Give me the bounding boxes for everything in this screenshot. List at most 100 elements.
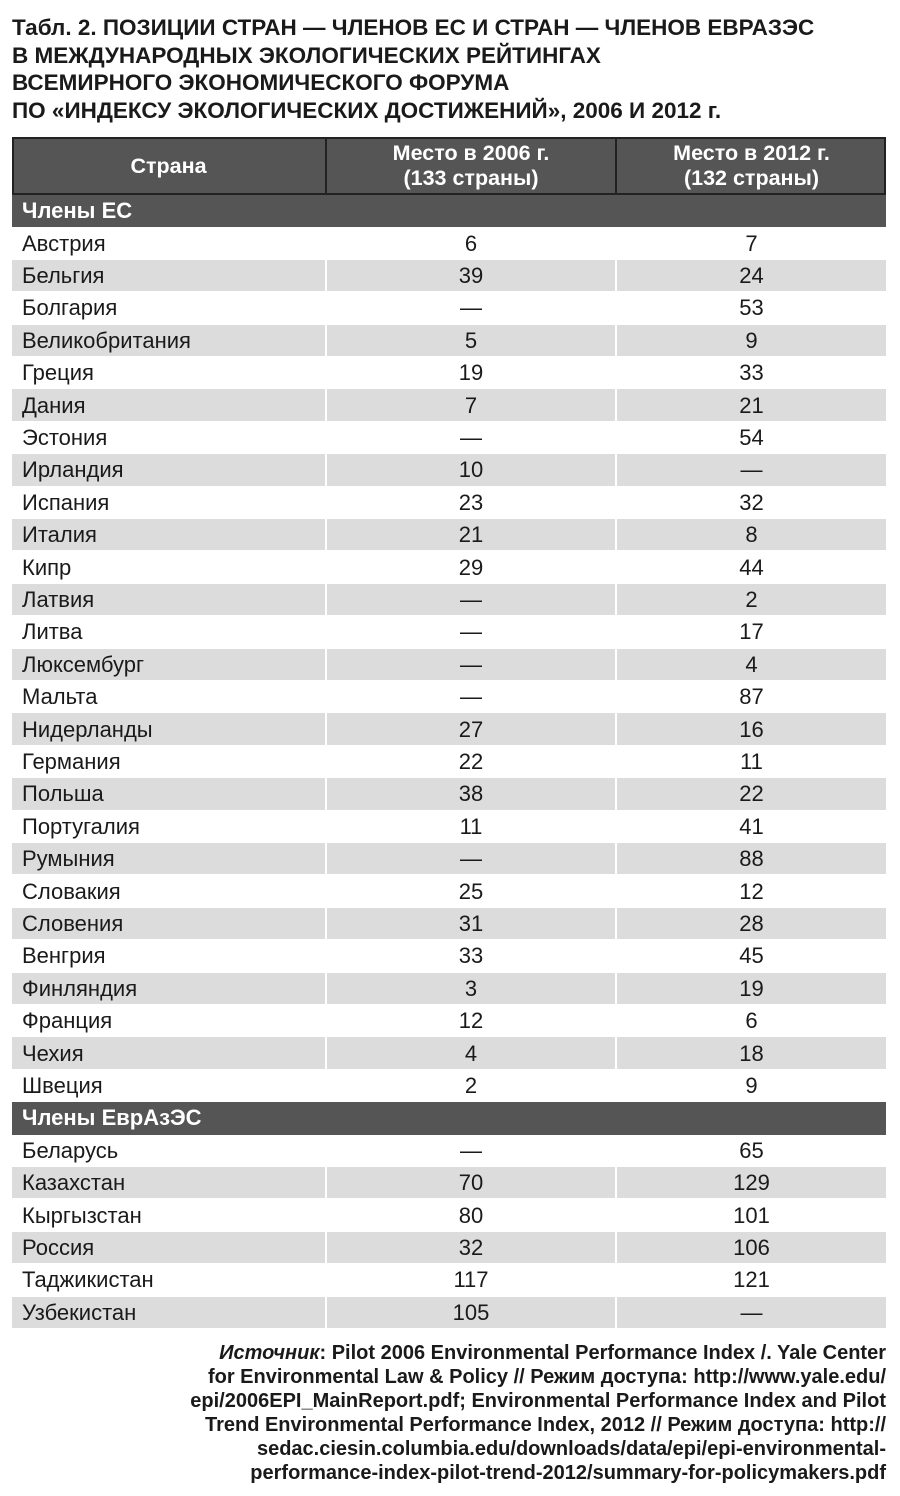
table-row <box>12 1134 886 1167</box>
title-line: ВСЕМИРНОГО ЭКОНОМИЧЕСКОГО ФОРУМА <box>12 70 510 95</box>
rank-cell: 106 <box>615 1231 886 1265</box>
source-text: : Pilot 2006 Environmental Performance I… <box>319 1342 886 1364</box>
table-row <box>12 292 886 325</box>
rank-cell: 21 <box>325 519 615 552</box>
rank-cell: 12 <box>615 875 886 908</box>
country-cell: Болгария <box>22 295 118 321</box>
source-text: Trend Environmental Performance Index, 2… <box>204 1414 886 1436</box>
table-row <box>12 1037 886 1070</box>
rank-cell: 31 <box>325 907 615 941</box>
header-cell: Место в 2006 г. (133 страны) <box>325 137 615 195</box>
country-cell: Словакия <box>22 878 121 904</box>
rank-cell: 6 <box>615 1005 886 1038</box>
source-line: Trend Environmental Performance Index, 2… <box>190 1413 886 1437</box>
table-row <box>12 843 886 876</box>
table-row <box>12 227 886 260</box>
table-row <box>12 1069 886 1103</box>
country-cell: Италия <box>22 522 97 548</box>
rank-cell: 19 <box>325 357 615 390</box>
source-note: Источник: Pilot 2006 Environmental Perfo… <box>190 1341 886 1485</box>
rank-cell: 22 <box>615 778 886 811</box>
country-cell: Швеция <box>22 1072 103 1098</box>
country-cell: Бельгия <box>22 262 105 288</box>
table-row <box>12 324 886 357</box>
title-line: Табл. 2. ПОЗИЦИИ СТРАН — ЧЛЕНОВ ЕС И СТР… <box>12 15 815 40</box>
rank-cell: — <box>615 1296 886 1329</box>
rank-cell: 4 <box>615 648 886 681</box>
rank-cell: 8 <box>615 519 886 552</box>
country-cell: Польша <box>22 781 104 807</box>
rank-cell: 24 <box>615 259 886 293</box>
table-row <box>12 421 886 455</box>
rank-cell: 80 <box>325 1199 615 1232</box>
rank-cell: 9 <box>615 324 886 357</box>
table-header <box>12 137 886 195</box>
rank-cell: 117 <box>325 1264 615 1297</box>
country-cell: Португалия <box>22 813 140 839</box>
rank-cell: — <box>325 648 615 681</box>
rank-cell: 38 <box>325 778 615 811</box>
country-cell: Ирландия <box>22 457 124 483</box>
rank-cell: 32 <box>615 486 886 519</box>
country-cell: Дания <box>22 392 86 418</box>
rank-cell: 10 <box>325 454 615 487</box>
table-row <box>12 778 886 811</box>
table-row <box>12 486 886 519</box>
source-line: sedac.ciesin.columbia.edu/downloads/data… <box>190 1437 886 1461</box>
country-cell: Таджикистан <box>22 1267 154 1293</box>
country-cell: Франция <box>22 1008 113 1034</box>
rank-cell: — <box>325 1134 615 1167</box>
rank-cell: 6 <box>325 227 615 260</box>
header-text: Место в 2006 г. <box>392 141 550 165</box>
rank-cell: 2 <box>615 583 886 617</box>
rank-cell: 39 <box>325 259 615 293</box>
table-row <box>12 1264 886 1297</box>
rank-cell: 54 <box>615 421 886 455</box>
source-line: performance-index-pilot-trend-2012/summa… <box>190 1461 886 1485</box>
header-text: Страна <box>130 153 207 178</box>
table-row <box>12 1296 886 1329</box>
rank-cell: — <box>325 583 615 617</box>
country-cell: Кыргызстан <box>22 1202 142 1228</box>
rank-cell: 5 <box>325 324 615 357</box>
rank-cell: 29 <box>325 551 615 584</box>
table-row <box>12 907 886 941</box>
title-line: ПО «ИНДЕКСУ ЭКОЛОГИЧЕСКИХ ДОСТИЖЕНИЙ», 2… <box>12 97 722 123</box>
country-cell: Великобритания <box>22 327 191 353</box>
rank-cell: 21 <box>615 389 886 422</box>
rank-cell: — <box>325 616 615 649</box>
table-row <box>12 1231 886 1265</box>
country-cell: Чехия <box>22 1040 84 1066</box>
country-cell: Германия <box>22 748 121 774</box>
rank-cell: 70 <box>325 1167 615 1200</box>
header-cell: Место в 2012 г. (132 страны) <box>615 137 886 195</box>
country-cell: Словения <box>22 910 124 936</box>
country-cell: Финляндия <box>22 975 138 1001</box>
table-row <box>12 389 886 422</box>
table-row <box>12 357 886 390</box>
country-cell: Австрия <box>22 230 106 256</box>
source-line: epi/2006EPI_MainReport.pdf; Environmenta… <box>190 1389 886 1413</box>
rank-cell: 28 <box>615 907 886 941</box>
table-row <box>12 1167 886 1200</box>
country-cell: Латвия <box>22 586 95 612</box>
header-text: Место в 2012 г. <box>673 141 830 165</box>
rank-cell: 105 <box>325 1296 615 1329</box>
country-cell: Казахстан <box>22 1170 126 1196</box>
rank-cell: 65 <box>615 1134 886 1167</box>
rank-cell: 17 <box>615 616 886 649</box>
country-cell: Беларусь <box>22 1137 119 1163</box>
rank-cell: — <box>325 843 615 876</box>
country-cell: Россия <box>22 1234 95 1260</box>
country-cell: Греция <box>22 360 94 386</box>
rank-cell: 88 <box>615 843 886 876</box>
rank-cell: 33 <box>325 940 615 973</box>
rank-cell: 44 <box>615 551 886 584</box>
table-row <box>12 519 886 552</box>
rank-cell: 12 <box>325 1005 615 1038</box>
country-cell: Литва <box>22 619 83 645</box>
table-row <box>12 259 886 293</box>
country-cell: Румыния <box>22 846 115 872</box>
country-cell: Нидерланды <box>22 716 153 742</box>
rank-cell: 18 <box>615 1037 886 1070</box>
